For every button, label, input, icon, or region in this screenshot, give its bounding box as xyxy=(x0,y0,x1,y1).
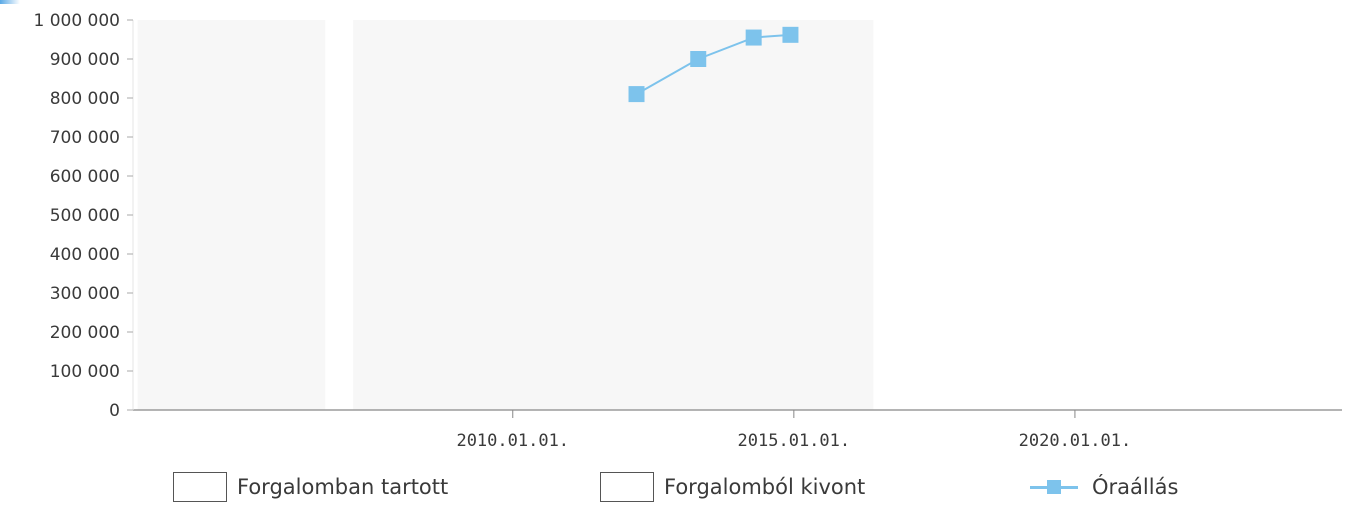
legend-line-square-icon xyxy=(1030,472,1078,502)
shaded-periods xyxy=(137,20,874,410)
y-tick-label: 700 000 xyxy=(50,128,120,148)
y-tick-label: 400 000 xyxy=(50,245,120,265)
shaded-period-0 xyxy=(137,20,326,410)
y-axis-ticks: 0 100 000 200 000 300 000 400 000 500 000 600 … xyxy=(33,11,133,421)
x-tick-label: 2015.01.01. xyxy=(738,431,851,451)
data-point xyxy=(628,86,645,103)
y-tick-label: 1 000 000 xyxy=(33,11,120,31)
legend-label-forgalombol: Forgalomból kivont xyxy=(664,475,866,499)
y-tick-label: 0 xyxy=(109,401,120,421)
x-axis-ticks: 2010.01.01. 2015.01.01. 2020.01.01. xyxy=(456,410,1131,451)
y-tick-label: 500 000 xyxy=(50,206,120,226)
legend-item-forgalombol[interactable]: Forgalomból kivont xyxy=(600,470,865,504)
top-left-accent xyxy=(0,0,20,4)
data-point xyxy=(782,26,799,43)
y-tick-label: 900 000 xyxy=(50,50,120,70)
y-tick-label: 200 000 xyxy=(50,323,120,343)
y-tick-label: 100 000 xyxy=(50,362,120,382)
chart-area: 0 100 000 200 000 300 000 400 000 500 000 600 … xyxy=(33,11,1342,451)
legend-item-forgalomban[interactable]: Forgalomban tartott xyxy=(173,470,448,504)
series-oraallas xyxy=(628,26,799,103)
series-line xyxy=(636,33,791,95)
legend-label-forgalomban: Forgalomban tartott xyxy=(237,475,449,499)
x-tick-label: 2020.01.01. xyxy=(1019,431,1132,451)
y-tick-label: 300 000 xyxy=(50,284,120,304)
y-tick-label: 600 000 xyxy=(50,167,120,187)
y-tick-label: 800 000 xyxy=(50,89,120,109)
legend-box-forgalomban xyxy=(173,472,227,502)
legend-label-oraallas: Óraállás xyxy=(1092,475,1179,499)
legend-box-forgalombol xyxy=(600,472,654,502)
data-point xyxy=(690,51,707,67)
x-tick-label: 2010.01.01. xyxy=(456,431,569,451)
legend-item-oraallas[interactable]: Óraállás xyxy=(1030,470,1178,504)
shaded-period-1 xyxy=(353,20,874,410)
data-point xyxy=(745,29,762,46)
